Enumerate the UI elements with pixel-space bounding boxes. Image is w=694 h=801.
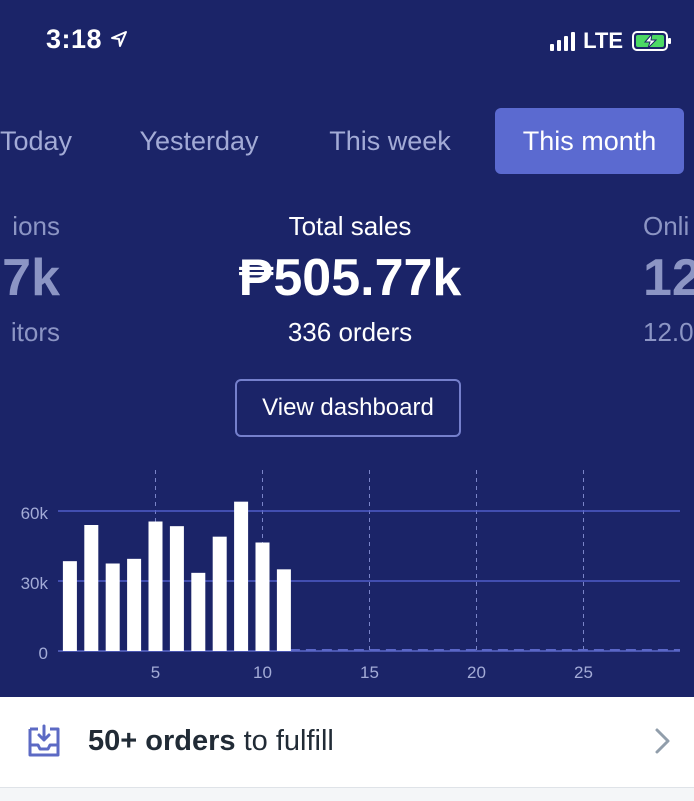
network-label: LTE xyxy=(583,28,623,53)
x-tick-label: 20 xyxy=(467,663,486,682)
metric-label: Onli xyxy=(643,211,690,241)
metric-sub: 12.0 xyxy=(643,317,694,347)
bar xyxy=(276,569,291,651)
bar xyxy=(148,521,163,651)
metric-sessions[interactable]: ions 7k itors xyxy=(0,208,60,352)
y-tick-label: 0 xyxy=(39,644,48,663)
battery-charging-icon xyxy=(632,31,671,51)
x-tick-label: 25 xyxy=(574,663,593,682)
metric-value: 12 xyxy=(643,249,694,307)
sales-chart: 0 30k 60k 5 10 15 20 25 xyxy=(21,470,680,682)
metric-sub: itors xyxy=(10,317,60,347)
fulfill-text: 50+ orders to fulfill xyxy=(88,721,334,761)
x-tick-label: 15 xyxy=(360,663,379,682)
tab-this-week[interactable]: This week xyxy=(329,126,451,156)
metric-value: ₱505.77k xyxy=(238,249,462,307)
metric-label: ions xyxy=(12,211,60,241)
bar xyxy=(105,563,120,651)
inbox-download-icon xyxy=(28,724,60,757)
y-tick-label: 60k xyxy=(21,504,49,523)
bottom-divider xyxy=(0,787,694,801)
orders-to-fulfill-row[interactable]: 50+ orders to fulfill xyxy=(0,697,694,787)
location-arrow-icon xyxy=(111,31,127,47)
bar xyxy=(127,558,142,651)
bar xyxy=(169,526,184,651)
fulfill-suffix: to fulfill xyxy=(235,725,334,757)
bar xyxy=(234,501,249,651)
bar xyxy=(84,525,99,651)
fulfill-count: 50+ orders xyxy=(88,725,236,757)
view-dashboard-button[interactable]: View dashboard xyxy=(235,379,461,437)
x-tick-label: 5 xyxy=(151,663,160,682)
status-right: LTE xyxy=(550,28,672,53)
metric-value: 7k xyxy=(2,249,60,307)
date-range-tabs: Today Yesterday This week This month xyxy=(0,108,694,174)
bar xyxy=(255,542,270,651)
metric-sub: 336 orders xyxy=(287,317,413,347)
bar xyxy=(212,536,227,651)
y-tick-label: 30k xyxy=(21,574,49,593)
bar xyxy=(62,561,77,651)
tab-today[interactable]: Today xyxy=(0,126,73,156)
status-bar: 3:18 LTE xyxy=(0,0,694,84)
x-tick-label: 10 xyxy=(253,663,272,682)
metric-online[interactable]: Onli 12 12.0 xyxy=(643,208,694,352)
status-time: 3:18 xyxy=(46,24,103,54)
metric-total-sales[interactable]: Total sales ₱505.77k 336 orders xyxy=(190,208,510,352)
tab-yesterday[interactable]: Yesterday xyxy=(139,126,259,156)
tab-this-month[interactable]: This month xyxy=(495,108,684,174)
bar xyxy=(191,572,206,651)
metric-label: Total sales xyxy=(288,211,412,241)
chevron-right-icon xyxy=(655,728,670,754)
signal-icon xyxy=(550,31,576,51)
